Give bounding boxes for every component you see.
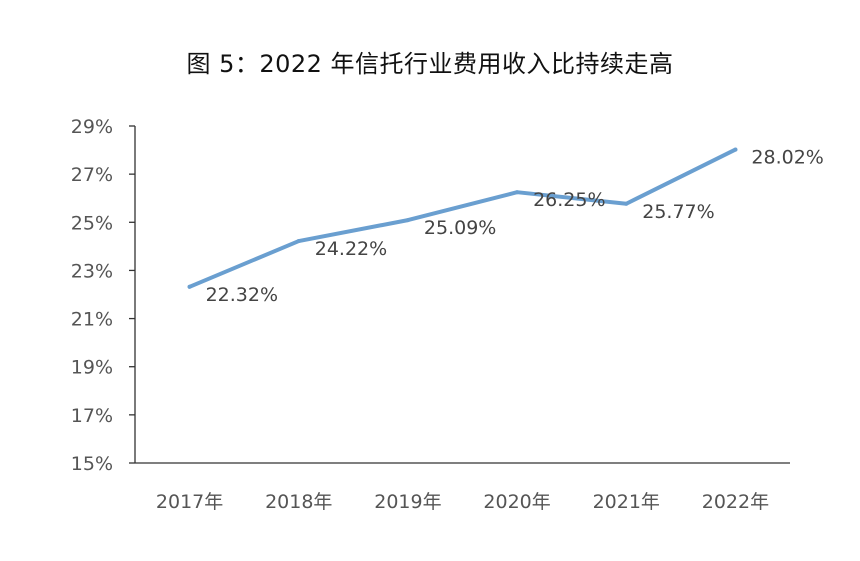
series-line — [187, 147, 738, 289]
y-tick-label: 21% — [71, 309, 113, 331]
data-label: 28.02% — [751, 147, 823, 169]
y-tick-label: 27% — [71, 164, 113, 186]
y-tick-label: 25% — [71, 212, 113, 234]
y-tick-label: 23% — [71, 260, 113, 282]
data-label: 25.77% — [642, 201, 714, 223]
data-label: 24.22% — [315, 238, 387, 260]
x-tick-label: 2018年 — [265, 491, 332, 513]
data-label: 22.32% — [206, 284, 278, 306]
data-point — [733, 147, 738, 152]
x-tick-label: 2019年 — [374, 491, 441, 513]
data-point — [187, 284, 192, 289]
x-tick-label: 2021年 — [593, 491, 660, 513]
x-tick-label: 2017年 — [156, 491, 223, 513]
data-label: 25.09% — [424, 217, 496, 239]
x-tick-label: 2020年 — [483, 491, 550, 513]
series-line-group — [187, 147, 738, 289]
x-tick-label: 2022年 — [702, 491, 769, 513]
y-tick-label: 15% — [71, 453, 113, 475]
y-tick-label: 19% — [71, 357, 113, 379]
data-point — [515, 190, 520, 195]
chart-title: 图 5：2022 年信托行业费用收入比持续走高 — [186, 50, 674, 78]
data-label: 26.25% — [533, 189, 605, 211]
data-point — [624, 201, 629, 206]
data-label-group: 22.32% 24.22% 25.09% 26.25% 25.77% 28.02% — [206, 147, 824, 306]
y-tick-label: 29% — [71, 116, 113, 138]
x-axis: 2017年 2018年 2019年 2020年 2021年 2022年 — [135, 462, 790, 513]
y-tick-label: 17% — [71, 405, 113, 427]
y-axis: 15% 17% 19% 21% 23% 25% 27% 29% — [71, 116, 136, 475]
data-point — [296, 239, 301, 244]
data-point — [405, 218, 410, 223]
